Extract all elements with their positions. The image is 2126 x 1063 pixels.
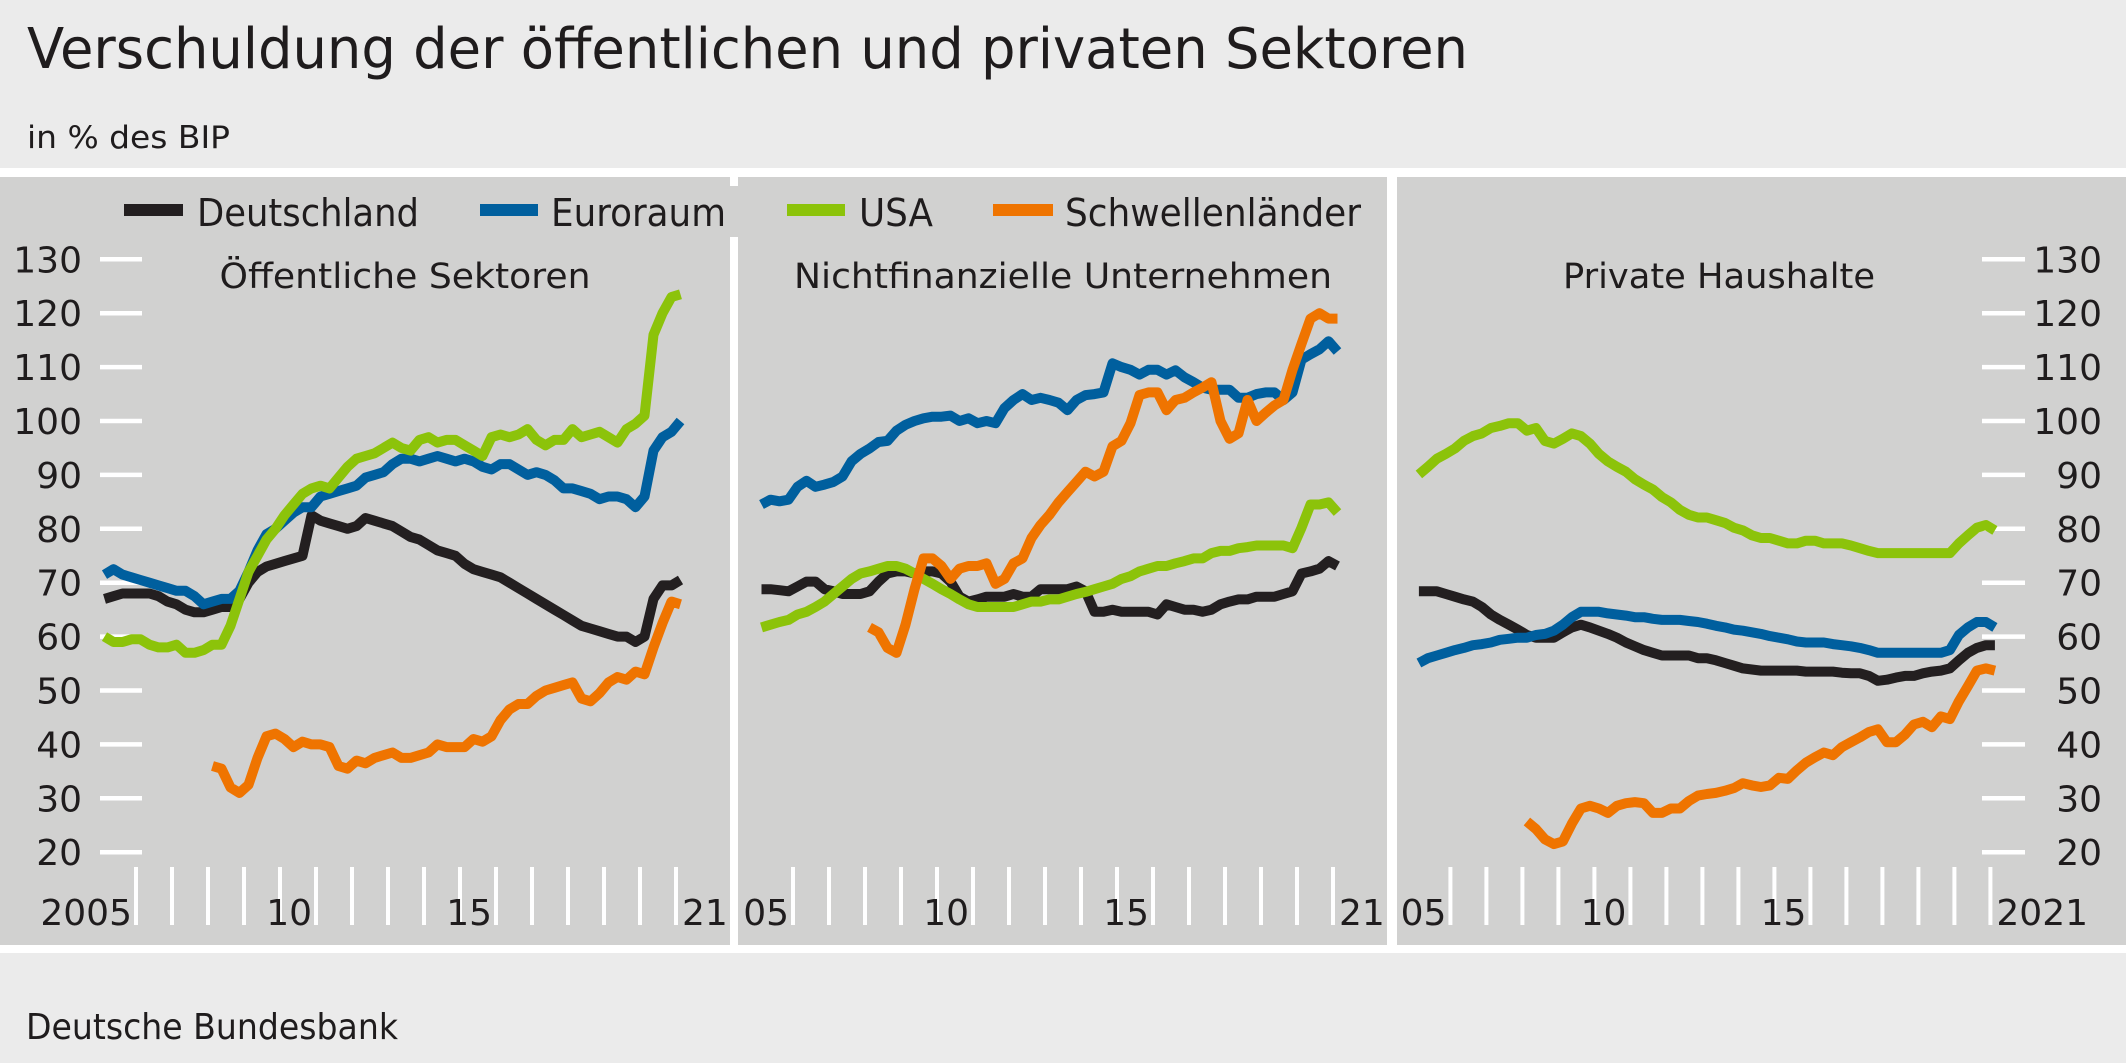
panel-separator-1 <box>730 237 738 945</box>
y-tick-label: 70 <box>2056 564 2102 605</box>
series-line-usa <box>1415 418 1998 559</box>
y-tick-label: 130 <box>2033 240 2102 281</box>
y-tick-label: 50 <box>2056 672 2102 713</box>
panel-title: Öffentliche Sektoren <box>220 255 591 297</box>
y-tick-label: 20 <box>2056 833 2102 874</box>
y-tick-label: 90 <box>2056 456 2102 497</box>
bottom-divider <box>0 945 2126 953</box>
series-line-schwellenlaender <box>867 308 1338 658</box>
y-tick-label: 110 <box>2033 348 2102 389</box>
x-tick-label: 05 <box>743 893 789 934</box>
y-tick-label: 130 <box>13 240 82 281</box>
legend-label-deutschland: Deutschland <box>197 191 419 235</box>
series-line-euroraum <box>101 417 685 610</box>
y-tick-label: 90 <box>36 456 82 497</box>
y-tick-label: 100 <box>13 402 82 443</box>
x-tick-label: 2021 <box>1996 893 2088 934</box>
x-tick-label: 10 <box>1581 893 1627 934</box>
series-line-deutschland <box>103 510 684 647</box>
series-line-schwellenlaender <box>1523 663 1997 850</box>
legend-item-schwellenlaender: Schwellenländer <box>993 191 1361 235</box>
panel-3: Private Haushalte 130 120 110 100 90 80 70 60 50 4… <box>1401 240 2102 934</box>
legend: Deutschland Euroraum USA Schwellenländer <box>124 191 1361 235</box>
panel-title: Nichtfinanzielle Unternehmen <box>794 257 1332 297</box>
source-note: Deutsche Bundesbank <box>26 1007 398 1048</box>
y-tick-label: 100 <box>2033 402 2102 443</box>
x-tick-label: 15 <box>1761 893 1807 934</box>
y-tick-label: 80 <box>36 510 82 551</box>
chart-title: Verschuldung der öffentlichen und privat… <box>27 17 1468 82</box>
y-tick-label: 120 <box>13 294 82 335</box>
series-line-schwellenlaender <box>211 596 682 798</box>
series-line-euroraum <box>1416 606 1998 668</box>
y-tick-label: 40 <box>36 725 82 766</box>
y-tick-label: 30 <box>2056 779 2102 820</box>
legend-label-usa: USA <box>859 191 933 235</box>
series-line-euroraum <box>759 336 1342 509</box>
panels-background <box>0 177 2126 945</box>
x-tick-label: 10 <box>923 893 969 934</box>
x-tick-label: 21 <box>1339 893 1385 934</box>
y-tick-label: 120 <box>2033 294 2102 335</box>
chart-subtitle: in % des BIP <box>27 120 230 156</box>
legend-item-euroraum: Euroraum <box>480 191 726 235</box>
y-tick-label: 20 <box>36 833 82 874</box>
legend-label-euroraum: Euroraum <box>551 191 726 235</box>
chart-panels: Öffentliche Sektoren 130 120 110 100 90 80 70 60… <box>13 240 2102 934</box>
legend-swatch-euroraum <box>480 204 538 216</box>
panel-separator-2 <box>1387 177 1397 945</box>
y-tick-label: 60 <box>2056 618 2102 659</box>
x-tick-label: 05 <box>1401 893 1447 934</box>
legend-swatch-schwellenlaender <box>993 204 1053 216</box>
x-tick-label: 15 <box>1103 893 1149 934</box>
top-divider <box>0 168 2126 177</box>
x-tick-label: 10 <box>266 893 312 934</box>
panel-separator-1-stub <box>730 177 738 186</box>
x-tick-label: 15 <box>446 893 492 934</box>
legend-item-usa: USA <box>787 191 933 235</box>
y-tick-label: 110 <box>13 348 82 389</box>
y-tick-label: 70 <box>36 564 82 605</box>
panel-2: Nichtfinanzielle Unternehmen 05 10 15 21 <box>743 257 1385 934</box>
y-tick-label: 50 <box>36 672 82 713</box>
y-tick-label: 30 <box>36 779 82 820</box>
series-line-usa <box>101 289 682 658</box>
y-tick-label: 80 <box>2056 510 2102 551</box>
panel-1: Öffentliche Sektoren 130 120 110 100 90 80 70 60… <box>13 240 728 934</box>
legend-swatch-usa <box>787 204 845 216</box>
series-line-usa <box>760 497 1342 633</box>
y-tick-label: 40 <box>2056 725 2102 766</box>
y-tick-label: 60 <box>36 618 82 659</box>
series-line-deutschland <box>761 556 1340 620</box>
x-tick-label: 2005 <box>40 893 132 934</box>
series-line-deutschland <box>1418 586 1995 686</box>
legend-item-deutschland: Deutschland <box>124 191 419 235</box>
legend-label-schwellenlaender: Schwellenländer <box>1065 191 1361 235</box>
panel-title: Private Haushalte <box>1563 257 1875 297</box>
legend-swatch-deutschland <box>124 204 183 216</box>
x-tick-label: 21 <box>682 893 728 934</box>
